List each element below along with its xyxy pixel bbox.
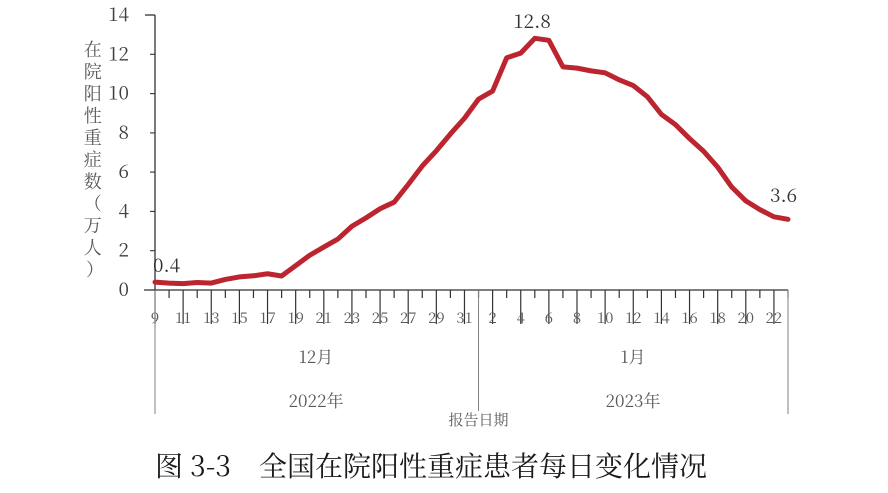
- svg-text:27: 27: [400, 307, 417, 328]
- svg-text:4: 4: [517, 307, 525, 328]
- svg-text:1月: 1月: [620, 343, 645, 368]
- svg-text:4: 4: [119, 196, 130, 223]
- svg-text:10: 10: [597, 307, 614, 328]
- svg-text:在 院 阳 性 重: 在 院 阳 性 重 症 数 （ 万 人 ）: [84, 36, 107, 282]
- svg-text:21: 21: [316, 307, 333, 328]
- svg-text:11: 11: [175, 307, 192, 328]
- svg-text:报告日期: 报告日期: [449, 409, 509, 430]
- svg-text:31: 31: [456, 307, 473, 328]
- svg-text:19: 19: [287, 307, 304, 328]
- svg-text:3.6: 3.6: [770, 181, 797, 208]
- svg-text:8: 8: [573, 307, 581, 328]
- svg-text:22: 22: [766, 307, 783, 328]
- svg-text:12.8: 12.8: [513, 7, 551, 34]
- svg-text:2023年: 2023年: [606, 387, 661, 412]
- svg-text:16: 16: [681, 307, 698, 328]
- svg-text:20: 20: [738, 307, 755, 328]
- svg-text:2022年: 2022年: [289, 387, 344, 412]
- svg-text:17: 17: [259, 307, 276, 328]
- svg-text:0.4: 0.4: [153, 251, 181, 278]
- svg-text:2: 2: [488, 307, 496, 328]
- svg-text:0: 0: [119, 275, 129, 302]
- svg-text:2: 2: [119, 236, 129, 263]
- svg-text:图 3-3 全国在院阳性重症患者每日变化情况: 图 3-3 全国在院阳性重症患者每日变化情况: [155, 445, 707, 485]
- svg-text:10: 10: [108, 79, 129, 106]
- svg-text:15: 15: [231, 307, 248, 328]
- svg-text:12月: 12月: [299, 343, 334, 368]
- svg-text:14: 14: [653, 307, 670, 328]
- svg-text:12: 12: [108, 39, 129, 66]
- svg-text:12: 12: [625, 307, 642, 328]
- svg-text:6: 6: [119, 157, 129, 184]
- svg-text:8: 8: [119, 118, 129, 145]
- svg-text:6: 6: [545, 307, 553, 328]
- svg-text:14: 14: [108, 0, 129, 27]
- svg-text:29: 29: [428, 307, 445, 328]
- svg-text:18: 18: [709, 307, 726, 328]
- svg-text:13: 13: [203, 307, 220, 328]
- svg-text:25: 25: [372, 307, 389, 328]
- svg-text:23: 23: [344, 307, 361, 328]
